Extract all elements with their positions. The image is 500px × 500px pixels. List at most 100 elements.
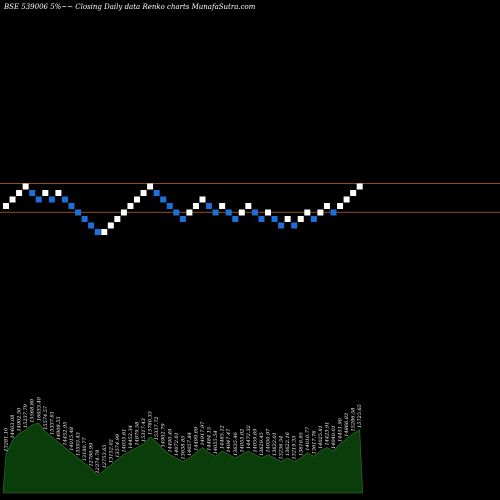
- volume-label: 13180.77: [82, 437, 88, 462]
- renko-brick-down: [232, 216, 239, 222]
- volume-label: 13236.54: [279, 436, 285, 460]
- volume-label: 14472.32: [246, 425, 252, 449]
- renko-brick-up: [55, 190, 62, 196]
- volume-label: 13629.45: [259, 432, 265, 456]
- volume-label: 14403.08: [10, 415, 16, 439]
- renko-brick-up: [265, 209, 271, 216]
- renko-brick-up: [199, 196, 206, 203]
- renko-brick-down: [291, 222, 298, 229]
- chart-title: BSE 539006 5%~~ Closing Daily data Renko…: [4, 3, 256, 11]
- renko-brick-up: [350, 190, 357, 196]
- volume-label: 14057.84: [187, 432, 193, 456]
- renko-brick-up: [337, 203, 344, 209]
- volume-label: 14917.97: [200, 421, 206, 446]
- renko-brick-down: [330, 209, 337, 216]
- volume-label: 14059.69: [252, 428, 258, 453]
- volume-label: 14490.49: [167, 428, 173, 453]
- renko-brick-up: [317, 209, 324, 216]
- volume-label: 15237.79: [23, 403, 29, 428]
- volume-label: 14047.47: [226, 428, 232, 453]
- renko-brick-up: [42, 190, 49, 196]
- renko-brick-down: [88, 222, 95, 229]
- renko-brick-down: [212, 209, 219, 216]
- renko-brick-down: [81, 216, 88, 222]
- volume-label: 14040.01: [331, 425, 337, 449]
- renko-brick-up: [297, 216, 304, 222]
- renko-brick-up: [3, 203, 9, 209]
- volume-label: 15317.43: [141, 418, 147, 442]
- renko-brick-down: [278, 222, 285, 229]
- volume-label: 14010.77: [305, 426, 311, 451]
- volume-label: 14423.91: [324, 422, 330, 446]
- volume-label: 15780.33: [148, 411, 154, 435]
- renko-brick-down: [48, 196, 55, 203]
- volume-area-path: [2, 422, 364, 494]
- renko-brick-up: [284, 216, 291, 222]
- volume-label: 14485.12: [220, 425, 226, 449]
- volume-label: 14055.02: [239, 429, 245, 453]
- renko-brick-down: [35, 196, 42, 203]
- volume-label: 14879.58: [135, 422, 141, 446]
- volume-label: 14072.61: [174, 432, 180, 456]
- volume-label: 15337.61: [49, 411, 55, 435]
- volume-label: 13616.85: [298, 432, 304, 456]
- renko-brick-up: [186, 209, 193, 216]
- renko-brick-up: [304, 209, 311, 216]
- volume-label: 13622.16: [285, 431, 291, 456]
- renko-brick-up: [147, 183, 154, 190]
- renko-brick-up: [134, 196, 140, 203]
- volume-label: 14866.83: [344, 413, 350, 437]
- renko-brick-up: [245, 203, 252, 209]
- volume-label: 15725.65: [357, 404, 363, 428]
- renko-brick-down: [75, 209, 82, 216]
- volume-label: 14452.95: [62, 422, 68, 446]
- volume-area: [2, 422, 364, 494]
- renko-brick-down: [258, 216, 265, 222]
- volume-label: 14025.81: [318, 425, 324, 449]
- volume-label: 14035.61: [121, 429, 127, 453]
- volume-label: 14055.54: [213, 430, 219, 454]
- volume-label: 15574.57: [43, 405, 49, 430]
- volume-label: 14452.34: [128, 425, 134, 449]
- volume-label: 13152.02: [108, 439, 114, 463]
- volume-label: 12753.65: [102, 444, 108, 468]
- renko-brick-up: [323, 203, 330, 209]
- renko-brick-down: [173, 209, 180, 216]
- renko-brick-down: [251, 209, 258, 216]
- volume-label: 15337.72: [154, 416, 160, 440]
- volume-label: 13638.85: [180, 436, 186, 460]
- renko-brick-down: [160, 196, 167, 203]
- renko-brick-down: [179, 216, 186, 222]
- volume-label: 15568.80: [30, 398, 36, 423]
- volume-label: 13574.99: [115, 433, 121, 458]
- renko-brick-down: [68, 203, 75, 209]
- renko-brick-up: [140, 190, 147, 196]
- renko-brick-up: [101, 229, 108, 235]
- volume-label: 14902.79: [161, 423, 167, 448]
- volume-label: 15286.58: [351, 408, 357, 432]
- renko-bricks: [3, 183, 363, 235]
- volume-label: 13632.01: [272, 432, 278, 456]
- volume-label: 14484.15: [207, 427, 213, 451]
- renko-brick-down: [94, 229, 101, 235]
- renko-brick-down: [225, 209, 232, 216]
- volume-label: 13593.43: [76, 432, 82, 456]
- volume-label: 14451.90: [338, 417, 344, 442]
- renko-brick-up: [343, 196, 350, 203]
- renko-brick-up: [16, 190, 23, 196]
- renko-brick-down: [166, 203, 173, 209]
- volume-label: 16033.40: [36, 396, 42, 421]
- volume-label: 13617.76: [311, 430, 317, 455]
- volume-label: 14908.55: [56, 416, 62, 440]
- renko-brick-up: [9, 196, 16, 203]
- renko-brick-up: [120, 209, 127, 216]
- volume-label: 14015.48: [69, 427, 75, 451]
- renko-brick-down: [271, 216, 278, 222]
- volume-label: 12374.78: [95, 450, 101, 474]
- renko-brick-up: [219, 203, 226, 209]
- renko-brick-up: [192, 203, 199, 209]
- renko-brick-down: [61, 196, 68, 203]
- volume-label: 14050.97: [266, 428, 272, 453]
